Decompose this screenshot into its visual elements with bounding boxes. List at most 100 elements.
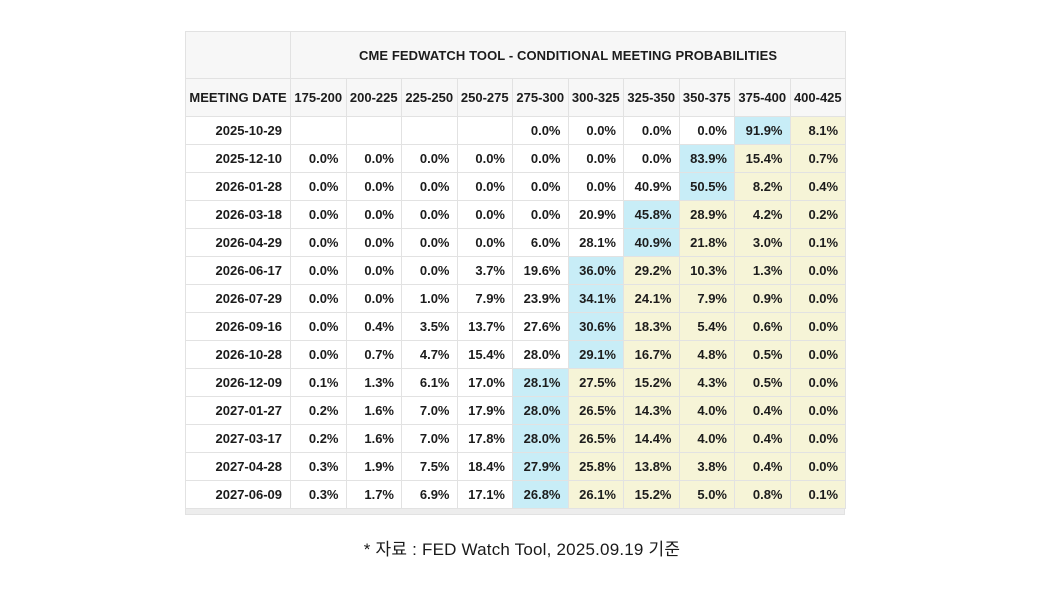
probability-cell: 29.1% — [567, 340, 624, 369]
table-bottom-strip — [185, 509, 845, 515]
column-header-row: MEETING DATE 175-200 200-225 225-250 250-27… — [185, 78, 847, 117]
probability-cell: 0.0% — [290, 340, 347, 369]
probability-cell: 23.9% — [512, 284, 569, 313]
table-row: 2027-04-28 0.3% 1.9% 7.5% 18.4% 27.9% 25.8% 13.… — [185, 452, 847, 481]
probability-cell: 4.3% — [678, 368, 735, 397]
probability-cell: 1.6% — [345, 424, 402, 453]
meeting-date-cell: 2026-04-29 — [185, 228, 291, 257]
meeting-date-cell: 2026-12-09 — [185, 368, 291, 397]
probability-cell: 28.0% — [512, 340, 569, 369]
probability-cell: 0.4% — [734, 396, 791, 425]
probability-cell: 4.0% — [678, 424, 735, 453]
column-header-rate-range: 225-250 — [401, 78, 458, 117]
probability-cell: 17.8% — [456, 424, 513, 453]
probability-cell — [345, 116, 402, 145]
probability-cell: 1.9% — [345, 452, 402, 481]
probability-cell: 0.7% — [789, 144, 847, 173]
probability-cell: 14.3% — [623, 396, 680, 425]
probability-cell: 0.0% — [567, 116, 624, 145]
probability-cell: 3.5% — [401, 312, 458, 341]
probability-cell: 0.0% — [623, 144, 680, 173]
probability-cell: 10.3% — [678, 256, 735, 285]
probability-cell: 3.0% — [734, 228, 791, 257]
table-row: 2026-06-17 0.0% 0.0% 0.0% 3.7% 19.6% 36.0% 29.2… — [185, 256, 847, 285]
probability-cell: 25.8% — [567, 452, 624, 481]
probability-cell: 26.5% — [567, 396, 624, 425]
meeting-date-cell: 2027-04-28 — [185, 452, 291, 481]
probability-cell: 17.1% — [456, 480, 513, 509]
probability-cell: 0.6% — [734, 312, 791, 341]
table-title-row: CME FEDWATCH TOOL - CONDITIONAL MEETING … — [185, 31, 847, 79]
probability-cell: 0.2% — [290, 424, 347, 453]
probability-cell: 0.1% — [789, 228, 847, 257]
probability-cell: 28.0% — [512, 424, 569, 453]
probability-cell: 0.0% — [345, 228, 402, 257]
meeting-date-cell: 2026-07-29 — [185, 284, 291, 313]
meeting-date-cell: 2026-06-17 — [185, 256, 291, 285]
probability-cell: 28.9% — [678, 200, 735, 229]
meeting-date-cell: 2027-01-27 — [185, 396, 291, 425]
probability-cell: 16.7% — [623, 340, 680, 369]
fedwatch-probability-table: CME FEDWATCH TOOL - CONDITIONAL MEETING … — [185, 31, 847, 515]
probability-cell: 7.0% — [401, 396, 458, 425]
probability-cell: 0.0% — [512, 116, 569, 145]
probability-cell: 6.9% — [401, 480, 458, 509]
probability-cell: 1.0% — [401, 284, 458, 313]
column-header-rate-range: 400-425 — [789, 78, 847, 117]
probability-cell: 0.0% — [401, 256, 458, 285]
meeting-date-cell: 2026-01-28 — [185, 172, 291, 201]
probability-cell: 0.0% — [512, 200, 569, 229]
probability-cell: 15.4% — [456, 340, 513, 369]
probability-cell: 19.6% — [512, 256, 569, 285]
probability-cell: 34.1% — [567, 284, 624, 313]
probability-cell: 7.9% — [678, 284, 735, 313]
table-row: 2026-03-18 0.0% 0.0% 0.0% 0.0% 0.0% 20.9% 45.8%… — [185, 200, 847, 229]
probability-cell: 91.9% — [734, 116, 791, 145]
table-row: 2025-12-10 0.0% 0.0% 0.0% 0.0% 0.0% 0.0% 0.0% 83… — [185, 144, 847, 173]
table-row: 2026-09-16 0.0% 0.4% 3.5% 13.7% 27.6% 30.6% 18.… — [185, 312, 847, 341]
probability-cell: 0.0% — [345, 200, 402, 229]
probability-cell — [456, 116, 513, 145]
probability-cell: 45.8% — [623, 200, 680, 229]
probability-cell: 15.4% — [734, 144, 791, 173]
probability-cell: 40.9% — [623, 172, 680, 201]
probability-cell: 13.7% — [456, 312, 513, 341]
table-row: 2026-01-28 0.0% 0.0% 0.0% 0.0% 0.0% 0.0% 40.9% 5… — [185, 172, 847, 201]
probability-cell: 0.2% — [789, 200, 847, 229]
probability-cell: 0.1% — [290, 368, 347, 397]
probability-cell: 7.0% — [401, 424, 458, 453]
probability-cell: 27.9% — [512, 452, 569, 481]
probability-cell: 1.6% — [345, 396, 402, 425]
probability-cell: 50.5% — [678, 172, 735, 201]
table-row: 2026-10-28 0.0% 0.7% 4.7% 15.4% 28.0% 29.1% 16.… — [185, 340, 847, 369]
probability-cell: 0.0% — [789, 368, 847, 397]
probability-cell: 0.2% — [290, 396, 347, 425]
probability-cell: 0.0% — [456, 172, 513, 201]
probability-cell: 3.8% — [678, 452, 735, 481]
probability-cell: 0.0% — [789, 452, 847, 481]
probability-cell: 0.0% — [623, 116, 680, 145]
table-row: 2026-04-29 0.0% 0.0% 0.0% 0.0% 6.0% 28.1% 40.9%… — [185, 228, 847, 257]
probability-cell: 28.0% — [512, 396, 569, 425]
probability-cell: 0.0% — [401, 228, 458, 257]
probability-cell: 0.0% — [456, 144, 513, 173]
probability-cell: 30.6% — [567, 312, 624, 341]
column-header-rate-range: 275-300 — [512, 78, 569, 117]
probability-cell: 0.0% — [345, 256, 402, 285]
probability-cell: 18.4% — [456, 452, 513, 481]
probability-cell: 0.3% — [290, 452, 347, 481]
probability-cell — [401, 116, 458, 145]
probability-cell: 20.9% — [567, 200, 624, 229]
meeting-date-cell: 2025-10-29 — [185, 116, 291, 145]
probability-cell: 0.0% — [401, 144, 458, 173]
probability-cell: 0.4% — [734, 452, 791, 481]
probability-cell: 8.1% — [789, 116, 847, 145]
probability-cell: 26.1% — [567, 480, 624, 509]
probability-cell: 0.0% — [345, 144, 402, 173]
probability-cell: 28.1% — [512, 368, 569, 397]
meeting-date-cell: 2027-03-17 — [185, 424, 291, 453]
table-row: 2027-01-27 0.2% 1.6% 7.0% 17.9% 28.0% 26.5% 14.… — [185, 396, 847, 425]
probability-cell: 0.8% — [734, 480, 791, 509]
corner-cell — [185, 31, 291, 79]
column-header-meeting-date: MEETING DATE — [185, 78, 291, 117]
